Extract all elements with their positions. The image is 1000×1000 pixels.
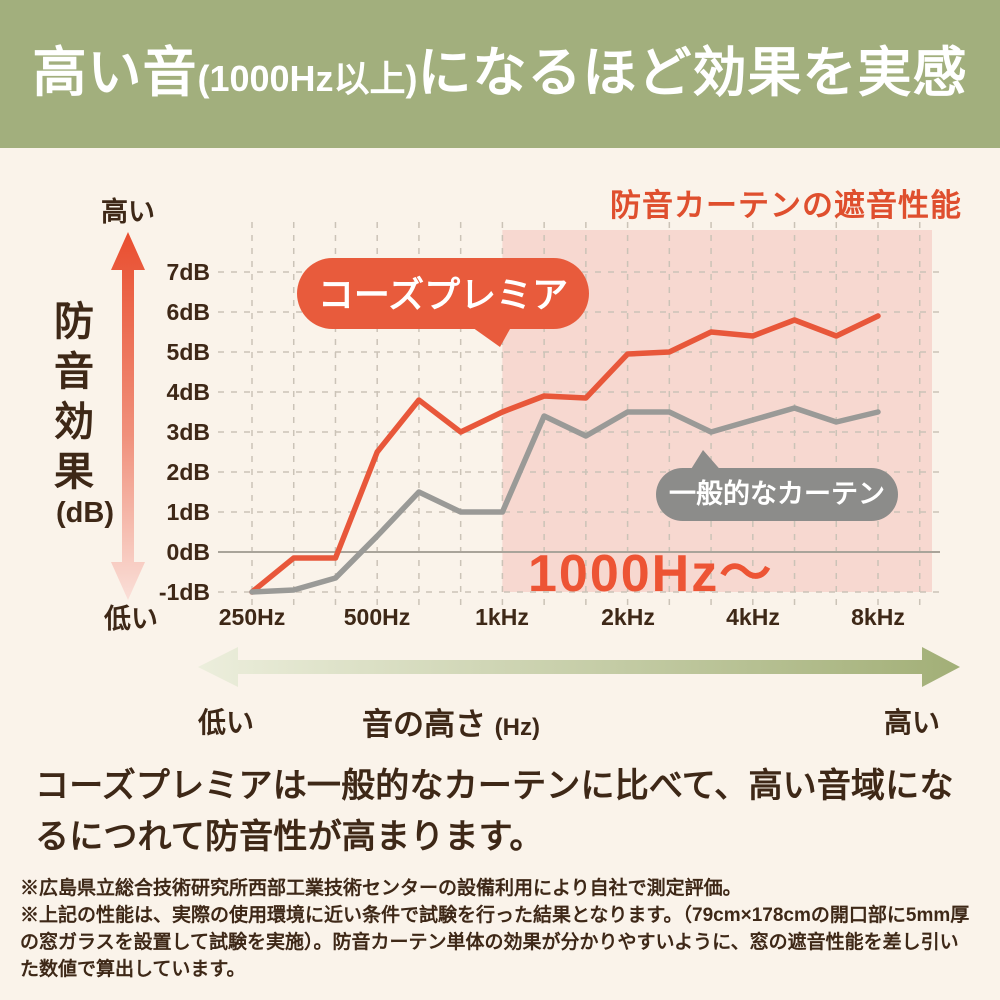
x-tick: 250Hz (218, 604, 286, 630)
series-badge-premium-label: コーズプレミア (318, 274, 568, 315)
y-tick: 6dB (166, 299, 210, 325)
y-axis-low-label: 低い (104, 604, 158, 634)
freq-axis-unit: (Hz) (494, 714, 540, 741)
y-tick: 5dB (166, 339, 210, 365)
y-tick: 7dB (166, 259, 210, 285)
y-tick: -1dB (158, 579, 210, 605)
series-badge-general: 一般的なカーテン (656, 450, 898, 521)
freq-axis-label: 音の高さ (Hz) (362, 699, 540, 744)
series-line-general (249, 405, 881, 595)
freq-high-label: 高い (884, 707, 941, 738)
y-tick: 0dB (166, 539, 210, 565)
y-tick: 1dB (166, 499, 210, 525)
y-axis-arrow (111, 232, 145, 600)
series-badge-general-label: 一般的なカーテン (669, 478, 885, 509)
footnote-line: ※上記の性能は、実際の使用環境に近い条件で試験を行った結果となります。（79cm… (20, 904, 970, 980)
footnotes: ※広島県立総合技術研究所西部工業技術センターの設備利用により自社で測定評価。 ※… (20, 876, 972, 984)
freq-low-label: 低い (198, 707, 255, 738)
description-text: コーズプレミアは一般的なカーテンに比べて、高い音域になるにつれて防音性が高まりま… (35, 767, 954, 856)
series-badge-premium: コーズプレミア (297, 258, 589, 347)
banner-text-suffix: になるほど効果を実感 (417, 43, 968, 103)
x-tick: 1kHz (475, 604, 529, 630)
frequency-axis-arrow (198, 647, 960, 687)
series-line-premium (249, 313, 881, 595)
chart-title: 防音カーテンの遮音性能 (610, 188, 962, 223)
x-tick: 2kHz (601, 604, 655, 630)
banner-text-paren: (1000Hz以上) (197, 58, 418, 99)
x-tick: 4kHz (726, 604, 780, 630)
header-banner: 高い音 (1000Hz以上) になるほど効果を実感 (0, 0, 1000, 148)
y-axis-title: 防音効果 (48, 300, 92, 500)
banner-text: 高い音 (1000Hz以上) になるほど効果を実感 (32, 46, 967, 100)
y-axis-unit: (dB) (56, 497, 114, 529)
badge-body (297, 258, 589, 329)
x-tick: 8kHz (851, 604, 905, 630)
footnote-line: ※広島県立総合技術研究所西部工業技術センターの設備利用により自社で測定評価。 (20, 878, 742, 899)
badge-body (656, 468, 898, 521)
y-tick: 3dB (166, 419, 210, 445)
y-tick: 4dB (166, 379, 210, 405)
soundproofing-line-chart: コーズプレミア 一般的なカーテン (111, 222, 940, 608)
y-tick: 2dB (166, 459, 210, 485)
banner-text-prefix: 高い音 (32, 43, 198, 103)
x-tick: 500Hz (343, 604, 411, 630)
y-axis-high-label: 高い (101, 197, 155, 227)
highlight-region-label: 1000Hz〜 (528, 545, 774, 603)
freq-axis-label-text: 音の高さ (362, 707, 486, 742)
double-arrow (198, 647, 960, 687)
